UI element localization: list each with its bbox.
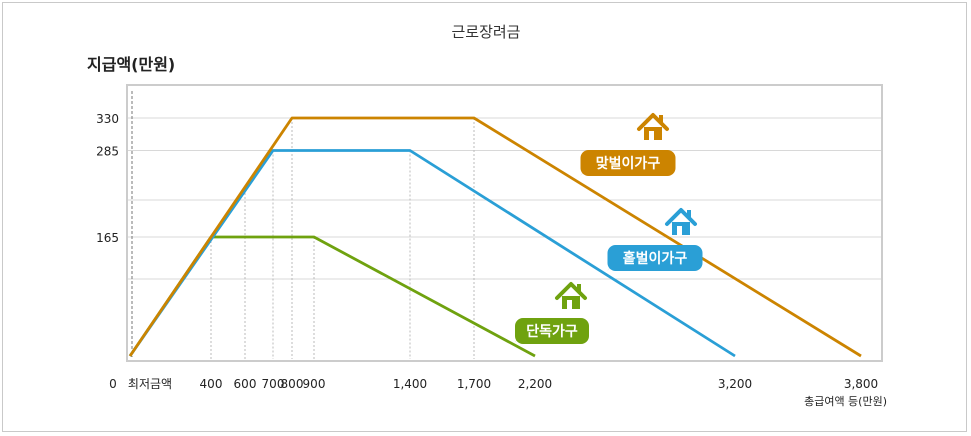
label-badge — [607, 245, 703, 271]
x-tick-400: 400 — [200, 377, 223, 391]
y-axis-label: 지급액(만원) — [87, 55, 175, 74]
x-tick-최저금액: 최저금액 — [128, 377, 172, 391]
x-tick-1,700: 1,700 — [457, 377, 491, 391]
house-chimney — [659, 115, 663, 123]
label-badge — [580, 150, 676, 176]
x-tick-700: 700 — [262, 377, 285, 391]
plot-border — [126, 84, 883, 362]
label-text: 맞벌이가구 — [596, 155, 661, 172]
series-label-홑벌이가구: 홑벌이가구 — [607, 208, 703, 271]
house-icon — [637, 113, 669, 140]
series-label-맞벌이가구: 맞벌이가구 — [580, 113, 676, 176]
x-axis-label: 총급여액 등(만원) — [804, 395, 887, 408]
house-chimney — [687, 210, 691, 218]
y-tick-285: 285 — [96, 144, 119, 158]
x-tick-3,200: 3,200 — [718, 377, 752, 391]
label-badge — [515, 318, 589, 344]
house-roof — [555, 282, 587, 300]
earned-income-tax-credit-chart: 근로장려금 지급액(만원) 총급여액 등(만원) 330 285 165 0 최저금액 4… — [87, 23, 887, 408]
x-tick-3,800: 3,800 — [844, 377, 878, 391]
y-tick-165: 165 — [96, 231, 119, 245]
house-roof — [637, 113, 669, 131]
x-tick-900: 900 — [303, 377, 326, 391]
x-tick-800: 800 — [281, 377, 304, 391]
house-chimney — [577, 284, 581, 292]
label-text: 단독가구 — [526, 323, 578, 340]
house-door — [677, 226, 682, 235]
x-tick-0: 0 — [109, 377, 117, 391]
x-tick-2,200: 2,200 — [518, 377, 552, 391]
x-tick-1,400: 1,400 — [393, 377, 427, 391]
house-door — [649, 131, 654, 140]
label-text: 홑벌이가구 — [623, 250, 688, 267]
house-roof — [665, 208, 697, 226]
series-line-맞벌이가구 — [128, 116, 862, 358]
house-icon — [665, 208, 697, 235]
y-tick-330: 330 — [96, 112, 119, 126]
house-icon — [555, 282, 587, 309]
x-tick-600: 600 — [234, 377, 257, 391]
series-label-단독가구: 단독가구 — [515, 282, 589, 344]
house-door — [567, 300, 572, 309]
chart-title: 근로장려금 — [451, 23, 520, 41]
